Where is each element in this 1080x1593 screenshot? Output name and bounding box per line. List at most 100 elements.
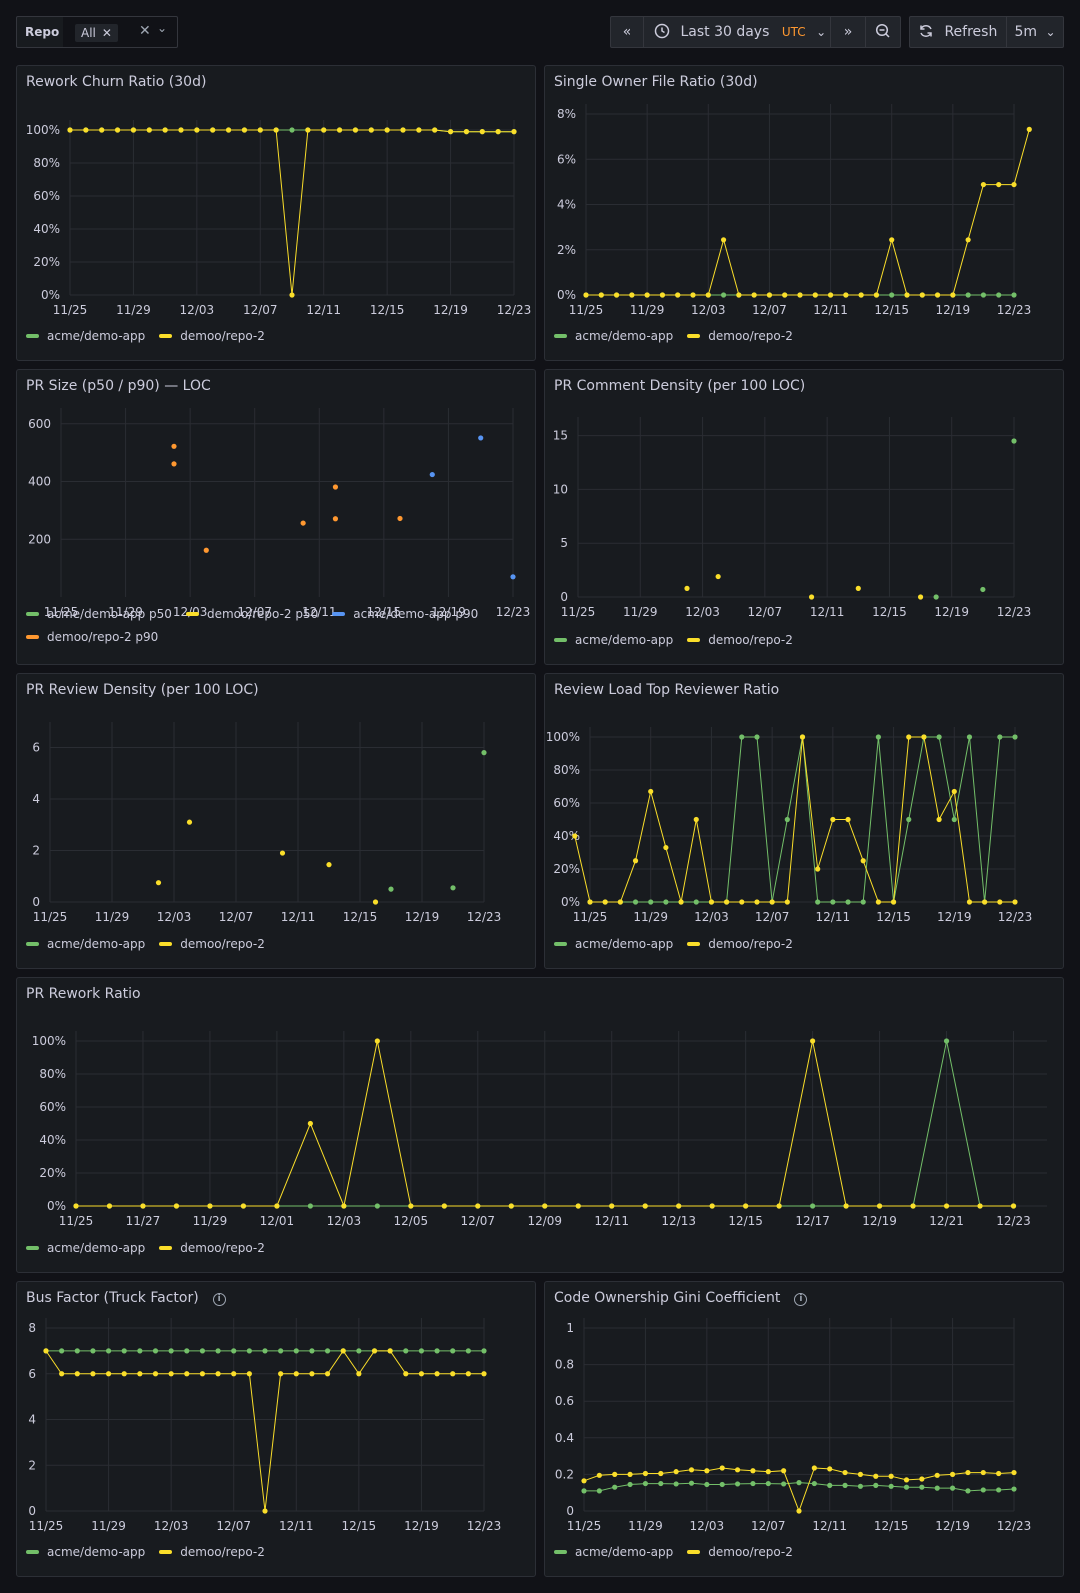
data-point[interactable]	[860, 899, 866, 905]
data-point[interactable]	[688, 1467, 695, 1473]
data-point[interactable]	[542, 1203, 548, 1209]
data-point[interactable]	[921, 734, 927, 740]
data-point[interactable]	[720, 237, 727, 243]
data-point[interactable]	[137, 1348, 143, 1354]
data-point[interactable]	[858, 292, 864, 298]
data-point[interactable]	[827, 292, 834, 298]
data-point[interactable]	[400, 127, 406, 133]
data-point[interactable]	[429, 471, 435, 478]
data-point[interactable]	[934, 1472, 940, 1478]
data-point[interactable]	[510, 574, 516, 580]
data-point[interactable]	[980, 181, 987, 188]
data-point[interactable]	[178, 127, 184, 133]
refresh-button[interactable]: Refresh	[909, 16, 1007, 48]
data-point[interactable]	[246, 1348, 252, 1354]
data-point[interactable]	[799, 734, 806, 740]
data-point[interactable]	[919, 292, 925, 298]
data-point[interactable]	[465, 1371, 471, 1377]
data-point[interactable]	[581, 1488, 587, 1494]
data-point[interactable]	[797, 292, 803, 298]
data-point[interactable]	[734, 1481, 741, 1487]
legend-item[interactable]: demoo/repo-2	[159, 1541, 265, 1564]
panel-bus-factor[interactable]: Bus Factor (Truck Factor) i 0 2 4 6 8 11/25 11/…	[16, 1281, 536, 1577]
repo-selected-chip[interactable]: All ✕	[75, 24, 118, 42]
data-point[interactable]	[171, 461, 177, 467]
data-point[interactable]	[951, 788, 957, 795]
data-point[interactable]	[617, 899, 623, 905]
data-point[interactable]	[642, 1203, 648, 1209]
legend-item[interactable]: demoo/repo-2 p50	[185, 603, 318, 626]
data-point[interactable]	[356, 1371, 362, 1377]
data-point[interactable]	[890, 899, 897, 905]
legend-item[interactable]: demoo/repo-2	[687, 629, 793, 652]
data-point[interactable]	[613, 292, 620, 298]
data-point[interactable]	[904, 292, 910, 298]
data-point[interactable]	[73, 1203, 79, 1209]
data-point[interactable]	[99, 127, 105, 133]
data-point[interactable]	[434, 1371, 440, 1377]
data-point[interactable]	[368, 127, 374, 133]
data-point[interactable]	[663, 844, 669, 851]
data-point[interactable]	[121, 1348, 127, 1354]
data-point[interactable]	[152, 1348, 159, 1354]
data-point[interactable]	[352, 127, 359, 133]
data-point[interactable]	[910, 1203, 916, 1209]
data-point[interactable]	[481, 1371, 487, 1377]
data-point[interactable]	[977, 1203, 983, 1209]
data-point[interactable]	[596, 1472, 602, 1478]
data-point[interactable]	[857, 1483, 864, 1489]
data-point[interactable]	[121, 1371, 127, 1377]
data-point[interactable]	[199, 1348, 206, 1354]
data-point[interactable]	[673, 1481, 679, 1487]
data-point[interactable]	[843, 292, 849, 298]
data-point[interactable]	[246, 1371, 252, 1377]
data-point[interactable]	[996, 181, 1002, 188]
data-point[interactable]	[811, 1480, 817, 1487]
data-point[interactable]	[951, 816, 957, 823]
data-point[interactable]	[332, 516, 339, 522]
data-point[interactable]	[815, 866, 821, 872]
data-point[interactable]	[609, 1203, 615, 1209]
data-point[interactable]	[936, 816, 942, 823]
data-point[interactable]	[450, 1348, 456, 1354]
data-point[interactable]	[575, 1203, 581, 1209]
data-point[interactable]	[231, 1371, 237, 1377]
chart-canvas[interactable]: 0 0.2 0.4 0.6 0.8 1 11/25 11/29 12/03 12/07 12/11 1…	[545, 1282, 1065, 1578]
data-point[interactable]	[587, 899, 593, 905]
data-point[interactable]	[658, 1480, 664, 1487]
chart-canvas[interactable]: 0% 20% 40% 60% 80% 100% 11/25 11/27 11/29 12/01 12…	[17, 978, 1065, 1274]
data-point[interactable]	[663, 899, 669, 905]
data-point[interactable]	[210, 127, 216, 133]
data-point[interactable]	[432, 127, 438, 133]
data-point[interactable]	[447, 129, 454, 135]
data-point[interactable]	[1012, 899, 1018, 905]
data-point[interactable]	[642, 1470, 649, 1477]
data-point[interactable]	[997, 899, 1003, 905]
clear-selection-icon[interactable]: ✕	[139, 23, 151, 39]
data-point[interactable]	[475, 1203, 481, 1209]
data-point[interactable]	[782, 292, 788, 298]
data-point[interactable]	[676, 1203, 682, 1209]
data-point[interactable]	[873, 292, 880, 298]
legend-item[interactable]: demoo/repo-2	[159, 933, 265, 956]
data-point[interactable]	[90, 1371, 96, 1377]
data-point[interactable]	[326, 862, 332, 868]
legend-item[interactable]: acme/demo-app	[554, 933, 673, 956]
data-point[interactable]	[812, 292, 818, 298]
data-point[interactable]	[781, 1481, 787, 1487]
data-point[interactable]	[225, 127, 232, 133]
data-point[interactable]	[324, 1348, 331, 1354]
data-point[interactable]	[332, 484, 339, 490]
data-point[interactable]	[739, 734, 745, 740]
data-point[interactable]	[906, 816, 912, 823]
data-point[interactable]	[43, 1348, 49, 1354]
data-point[interactable]	[889, 237, 895, 243]
data-point[interactable]	[397, 515, 403, 522]
data-point[interactable]	[130, 127, 137, 133]
legend-item[interactable]: acme/demo-app	[26, 325, 145, 348]
data-point[interactable]	[648, 899, 654, 905]
legend-item[interactable]: demoo/repo-2 p90	[26, 626, 158, 649]
data-point[interactable]	[479, 129, 485, 135]
data-point[interactable]	[996, 1470, 1002, 1477]
legend-item[interactable]: acme/demo-app	[26, 1237, 145, 1260]
